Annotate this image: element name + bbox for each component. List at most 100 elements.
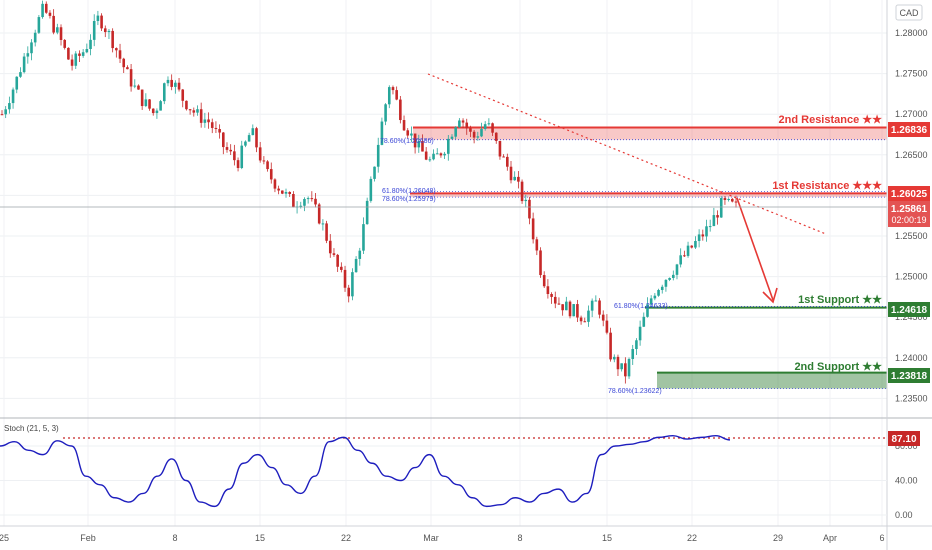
candle-body (122, 58, 126, 68)
candle-body (557, 303, 561, 305)
candle-body (347, 287, 351, 297)
candle-body (63, 39, 67, 48)
candle-body (236, 160, 240, 169)
currency-label: CAD (899, 8, 919, 18)
candle-body (192, 110, 196, 113)
candle-body (421, 140, 424, 152)
candle-body (107, 30, 111, 33)
price-tick-label: 1.23500 (895, 393, 928, 403)
candle-body (587, 310, 590, 322)
candle-body (96, 15, 100, 22)
candle-body (731, 198, 734, 202)
candle-body (583, 321, 587, 323)
time-tick-label: 22 (687, 533, 697, 543)
fib-label-a: 78.60%(1.26686) (380, 138, 434, 145)
candle-body (690, 245, 694, 248)
candle-body (590, 300, 594, 311)
candle-body (399, 99, 402, 121)
currency-box[interactable] (895, 4, 923, 21)
candle-body (465, 122, 469, 129)
price-tick-label: 1.25000 (895, 272, 928, 282)
candle-body (450, 136, 454, 139)
svg-text:1.24618: 1.24618 (891, 305, 928, 316)
candle-body (387, 87, 391, 105)
second-support-zone (657, 372, 887, 389)
candle-body (314, 198, 317, 205)
candle-body (727, 198, 730, 200)
candle-body (273, 179, 277, 189)
candle-body (115, 48, 118, 51)
price-tick-label: 1.28000 (895, 28, 928, 38)
candle-body (487, 123, 491, 125)
candle-body (723, 198, 727, 200)
candle-body (277, 188, 280, 191)
candle-body (8, 103, 11, 110)
candle-body (196, 109, 199, 113)
candle-body (435, 153, 439, 155)
candlestick-series (0, 0, 738, 384)
candle-body (535, 239, 539, 251)
candle-body (365, 200, 369, 225)
candle-body (646, 304, 649, 317)
candle-body (44, 3, 48, 13)
candle-body (214, 127, 218, 130)
candle-body (262, 160, 266, 162)
candle-body (111, 30, 114, 49)
candle-body (100, 15, 103, 29)
candle-body (155, 110, 159, 114)
candle-body (199, 109, 203, 123)
svg-text:87.10: 87.10 (891, 434, 916, 445)
candle-body (601, 314, 605, 321)
fib-label-d: 61.80%(1.24633) (614, 303, 668, 310)
first-support-label: 1st Support ★★ (798, 294, 882, 306)
candle-body (708, 226, 712, 228)
candle-body (151, 108, 155, 114)
candle-body (539, 250, 542, 276)
current-price-tag: 1.25861 02:00:19 (888, 201, 930, 227)
candle-body (56, 27, 59, 33)
time-tick-label: 15 (255, 533, 265, 543)
candle-body (565, 301, 568, 311)
candle-body (402, 120, 406, 131)
candle-body (424, 151, 428, 160)
candle-body (472, 131, 476, 138)
candle-body (502, 156, 505, 158)
candle-body (233, 151, 236, 161)
candle-body (269, 169, 273, 180)
candle-body (210, 122, 214, 128)
candle-body (417, 140, 421, 148)
time-axis: 25 Feb 8 15 22 Mar 8 15 22 29 Apr 6 (0, 533, 885, 543)
time-tick-label: 15 (602, 533, 612, 543)
candle-body (140, 89, 144, 107)
second-support-label: 2nd Support ★★ (794, 361, 882, 373)
candle-body (483, 124, 487, 130)
candle-body (476, 136, 480, 138)
candle-body (572, 304, 576, 317)
candle-body (41, 3, 44, 18)
second-support-tag: 1.23818 (888, 368, 930, 383)
candle-body (292, 193, 295, 208)
candle-body (605, 320, 609, 333)
candle-body (0, 114, 4, 116)
price-tick-label: 1.26500 (895, 150, 928, 160)
candle-body (299, 205, 303, 207)
candle-body (439, 153, 443, 156)
candle-body (218, 129, 221, 133)
candle-body (683, 255, 686, 257)
candle-body (553, 296, 557, 304)
candle-body (716, 215, 719, 218)
candle-body (494, 132, 498, 141)
candle-body (454, 127, 457, 137)
candle-body (37, 17, 41, 33)
candle-body (340, 266, 343, 270)
candle-body (712, 215, 716, 227)
candle-body (719, 198, 723, 218)
svg-text:1.26025: 1.26025 (891, 189, 928, 200)
candle-body (671, 274, 675, 278)
level-bands (410, 126, 887, 389)
candle-body (620, 363, 623, 370)
candle-body (406, 130, 410, 136)
candle-body (362, 224, 365, 251)
candle-body (369, 178, 373, 201)
